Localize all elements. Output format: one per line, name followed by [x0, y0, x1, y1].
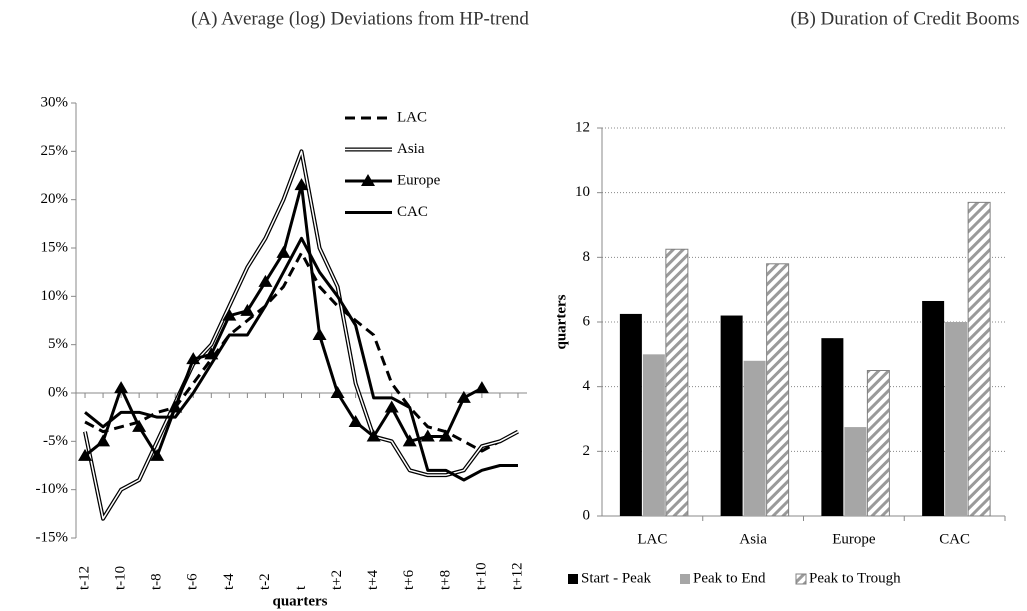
x-tick-label: t+4: [365, 569, 381, 590]
legend-label: Europe: [397, 172, 441, 188]
marker: [402, 434, 417, 447]
legend-label: Peak to End: [693, 570, 766, 586]
bar: [922, 300, 945, 516]
bar: [665, 248, 689, 517]
y-tick-label: 12: [575, 119, 590, 135]
y-tick-label: 6: [583, 313, 591, 329]
marker: [312, 328, 327, 340]
y-tick-label: 15%: [41, 239, 69, 255]
legend-label: CAC: [397, 204, 428, 220]
bar: [720, 315, 743, 516]
bar: [642, 354, 665, 516]
legend-label: Start - Peak: [581, 570, 651, 586]
y-tick-label: 8: [583, 249, 591, 265]
bar: [821, 338, 844, 516]
legend-marker: [361, 174, 375, 186]
marker: [222, 308, 237, 321]
x-axis-label: quarters: [273, 593, 328, 609]
y-tick-label: 2: [583, 443, 591, 459]
marker: [78, 448, 93, 461]
marker: [348, 415, 363, 427]
marker: [366, 429, 381, 442]
bar: [844, 427, 867, 516]
bar: [619, 313, 642, 516]
marker: [168, 400, 183, 413]
legend-label: Peak to Trough: [809, 570, 901, 586]
legend-swatch: [795, 573, 807, 585]
legend-label: Asia: [397, 141, 425, 157]
marker: [114, 381, 129, 394]
x-tick-label: Asia: [739, 531, 767, 547]
x-tick-label: t-6: [185, 573, 201, 590]
marker: [438, 429, 453, 442]
y-tick-label: 20%: [41, 191, 69, 207]
y-tick-label: 30%: [41, 94, 69, 110]
x-tick-label: t+8: [437, 570, 453, 590]
x-tick-label: t+6: [401, 569, 417, 590]
legend-swatch: [568, 574, 578, 584]
marker: [456, 390, 471, 403]
y-tick-label: 25%: [41, 143, 69, 159]
marker: [132, 419, 147, 432]
bar: [766, 263, 790, 517]
marker: [474, 381, 489, 394]
x-tick-label: t-2: [257, 573, 273, 590]
y-tick-label: 4: [583, 378, 591, 394]
marker: [330, 386, 345, 398]
bar: [866, 370, 890, 517]
bar: [967, 201, 991, 517]
marker: [186, 352, 201, 365]
y-tick-label: -15%: [36, 529, 69, 545]
x-tick-label: t+2: [329, 570, 345, 590]
series-line: [84, 236, 518, 482]
y-tick-label: -5%: [43, 433, 68, 449]
x-tick-label: t-10: [113, 566, 129, 590]
x-tick-label: t-8: [149, 573, 165, 590]
marker: [420, 429, 435, 442]
marker: [276, 245, 291, 258]
marker: [96, 434, 111, 447]
y-tick-label: 5%: [48, 336, 68, 352]
y-tick-label: 0%: [48, 384, 68, 400]
marker: [258, 274, 273, 287]
x-tick-label: t: [293, 585, 309, 590]
marker: [384, 400, 399, 413]
bar: [945, 322, 968, 516]
y-tick-label: 10: [575, 184, 590, 200]
series-line-inner: [84, 150, 519, 520]
x-tick-label: t-12: [76, 566, 92, 590]
marker: [150, 448, 165, 461]
legend-swatch: [680, 574, 690, 584]
bar: [743, 360, 766, 516]
x-tick-label: t+10: [473, 562, 489, 590]
chart-title: (A) Average (log) Deviations from HP-tre…: [191, 8, 529, 29]
x-tick-label: t-4: [221, 573, 237, 590]
y-axis-label: quarters: [553, 294, 569, 349]
x-tick-label: LAC: [637, 531, 667, 547]
marker: [240, 303, 255, 316]
series-line: [83, 149, 519, 521]
x-tick-label: CAC: [939, 531, 970, 547]
marker: [294, 178, 309, 191]
y-tick-label: 0: [583, 507, 591, 523]
x-tick-label: t+12: [509, 562, 525, 590]
x-tick-label: Europe: [832, 531, 876, 547]
chart-title: (B) Duration of Credit Booms: [790, 8, 1019, 29]
legend-label: LAC: [397, 109, 427, 125]
y-tick-label: 10%: [41, 288, 69, 304]
y-tick-label: -10%: [36, 481, 69, 497]
